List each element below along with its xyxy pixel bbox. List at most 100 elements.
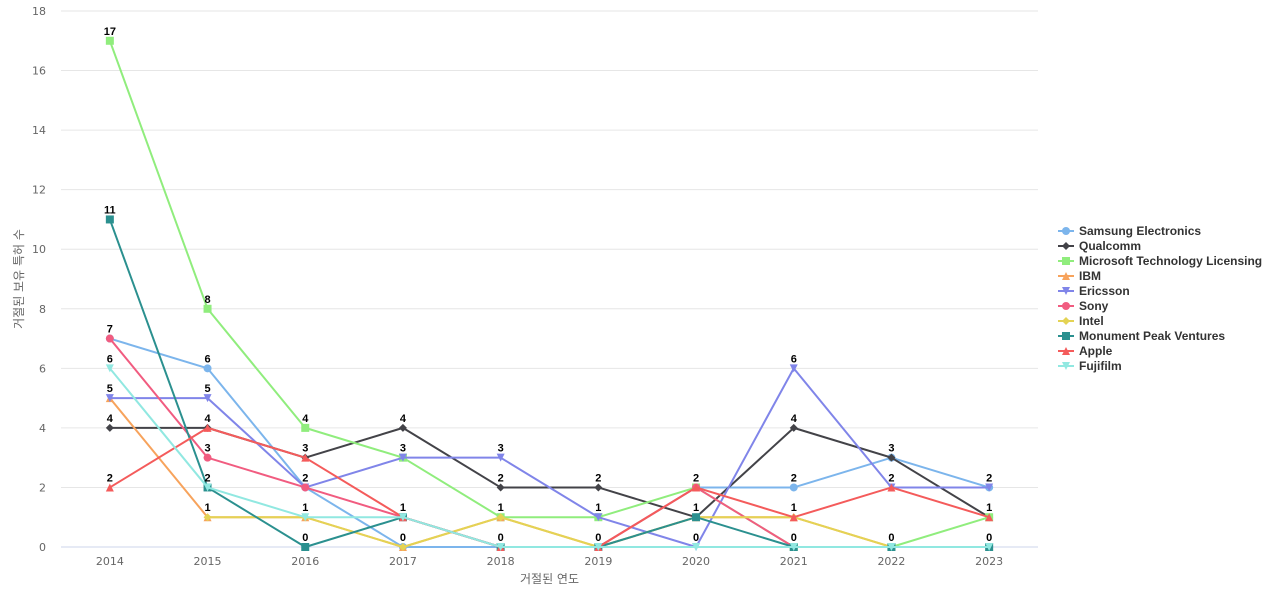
legend-item-sony[interactable]: Sony <box>1058 299 1109 313</box>
legend-label: Intel <box>1079 314 1104 328</box>
data-label: 6 <box>791 353 797 365</box>
x-tick-label: 2022 <box>877 555 905 568</box>
legend-item-ibm[interactable]: IBM <box>1058 269 1101 283</box>
series-sony <box>105 334 994 551</box>
data-point <box>789 543 798 551</box>
y-tick-label: 14 <box>32 124 46 137</box>
data-label: 1 <box>595 502 601 514</box>
data-label: 17 <box>104 26 116 38</box>
data-point <box>105 36 114 45</box>
legend-label: Fujifilm <box>1079 359 1122 373</box>
legend-item-samsung-electronics[interactable]: Samsung Electronics <box>1058 224 1201 238</box>
data-point <box>203 453 212 462</box>
data-label: 0 <box>302 532 308 544</box>
data-point <box>203 304 212 313</box>
x-tick-label: 2019 <box>584 555 612 568</box>
series-fujifilm <box>105 364 994 551</box>
legend-label: Qualcomm <box>1079 239 1141 253</box>
data-label: 4 <box>204 413 211 425</box>
data-label: 2 <box>595 472 601 484</box>
gridlines <box>61 10 1038 548</box>
x-tick-label: 2016 <box>291 555 319 568</box>
data-label: 2 <box>204 472 210 484</box>
legend-item-ericsson[interactable]: Ericsson <box>1058 284 1130 298</box>
data-point <box>301 483 310 492</box>
data-label: 1 <box>693 502 699 514</box>
data-point <box>496 453 505 462</box>
data-point <box>594 483 603 492</box>
legend-marker <box>1062 317 1070 325</box>
legend-item-intel[interactable]: Intel <box>1058 314 1104 328</box>
x-tick-label: 2014 <box>96 555 124 568</box>
legend-label: Monument Peak Ventures <box>1079 329 1225 343</box>
data-label: 0 <box>791 532 797 544</box>
data-label: 2 <box>107 472 113 484</box>
data-label: 3 <box>302 443 308 455</box>
data-point <box>105 215 114 224</box>
data-label: 0 <box>498 532 504 544</box>
data-label: 3 <box>204 443 210 455</box>
data-label: 3 <box>498 443 504 455</box>
data-label: 1 <box>791 502 797 514</box>
data-label: 1 <box>400 502 406 514</box>
data-point <box>692 483 701 492</box>
data-label: 4 <box>400 413 407 425</box>
data-point <box>985 483 994 492</box>
data-point <box>496 543 505 551</box>
series-line <box>109 337 990 548</box>
data-label: 6 <box>107 353 113 365</box>
data-point <box>887 483 896 492</box>
x-tick-label: 2018 <box>487 555 515 568</box>
legend-marker <box>1062 362 1070 370</box>
series-microsoft-technology-licensing <box>105 36 994 551</box>
y-tick-label: 16 <box>32 65 46 78</box>
data-label: 0 <box>888 532 894 544</box>
legend-label: Ericsson <box>1079 284 1130 298</box>
legend-marker <box>1062 287 1070 295</box>
data-label: 4 <box>791 413 798 425</box>
series-line <box>109 367 990 548</box>
legend-marker <box>1062 332 1070 340</box>
y-tick-label: 8 <box>39 303 46 316</box>
x-tick-label: 2017 <box>389 555 417 568</box>
data-label: 3 <box>888 443 894 455</box>
x-axis-title: 거절된 연도 <box>520 572 579 586</box>
data-point <box>105 364 114 373</box>
series-line <box>109 337 990 548</box>
data-label: 7 <box>107 324 113 336</box>
y-tick-label: 0 <box>39 541 46 554</box>
data-point <box>789 423 798 432</box>
data-point <box>398 453 407 462</box>
data-label: 4 <box>302 413 309 425</box>
legend-item-qualcomm[interactable]: Qualcomm <box>1058 239 1141 253</box>
data-point <box>789 364 798 373</box>
data-label: 2 <box>302 472 308 484</box>
data-label: 6 <box>204 353 210 365</box>
data-point <box>105 394 114 403</box>
x-tick-label: 2015 <box>194 555 222 568</box>
legend-label: Apple <box>1079 344 1113 358</box>
data-point <box>887 453 896 462</box>
data-point <box>789 513 798 522</box>
data-point <box>203 364 212 373</box>
data-point <box>594 513 603 522</box>
legend-item-monument-peak-ventures[interactable]: Monument Peak Ventures <box>1058 329 1225 343</box>
data-label: 5 <box>204 383 210 395</box>
data-point <box>105 483 114 492</box>
data-label: 2 <box>888 472 894 484</box>
legend-item-microsoft-technology-licensing[interactable]: Microsoft Technology Licensing <box>1058 254 1262 268</box>
data-label: 0 <box>693 532 699 544</box>
data-point <box>203 423 212 432</box>
data-point <box>398 423 407 432</box>
data-point <box>985 513 994 522</box>
legend-label: Samsung Electronics <box>1079 224 1201 238</box>
series-samsung-electronics <box>105 334 994 551</box>
x-tick-label: 2021 <box>780 555 808 568</box>
data-label: 2 <box>498 472 504 484</box>
legend-item-fujifilm[interactable]: Fujifilm <box>1058 359 1122 373</box>
legend-item-apple[interactable]: Apple <box>1058 344 1113 358</box>
series-line <box>108 40 990 548</box>
